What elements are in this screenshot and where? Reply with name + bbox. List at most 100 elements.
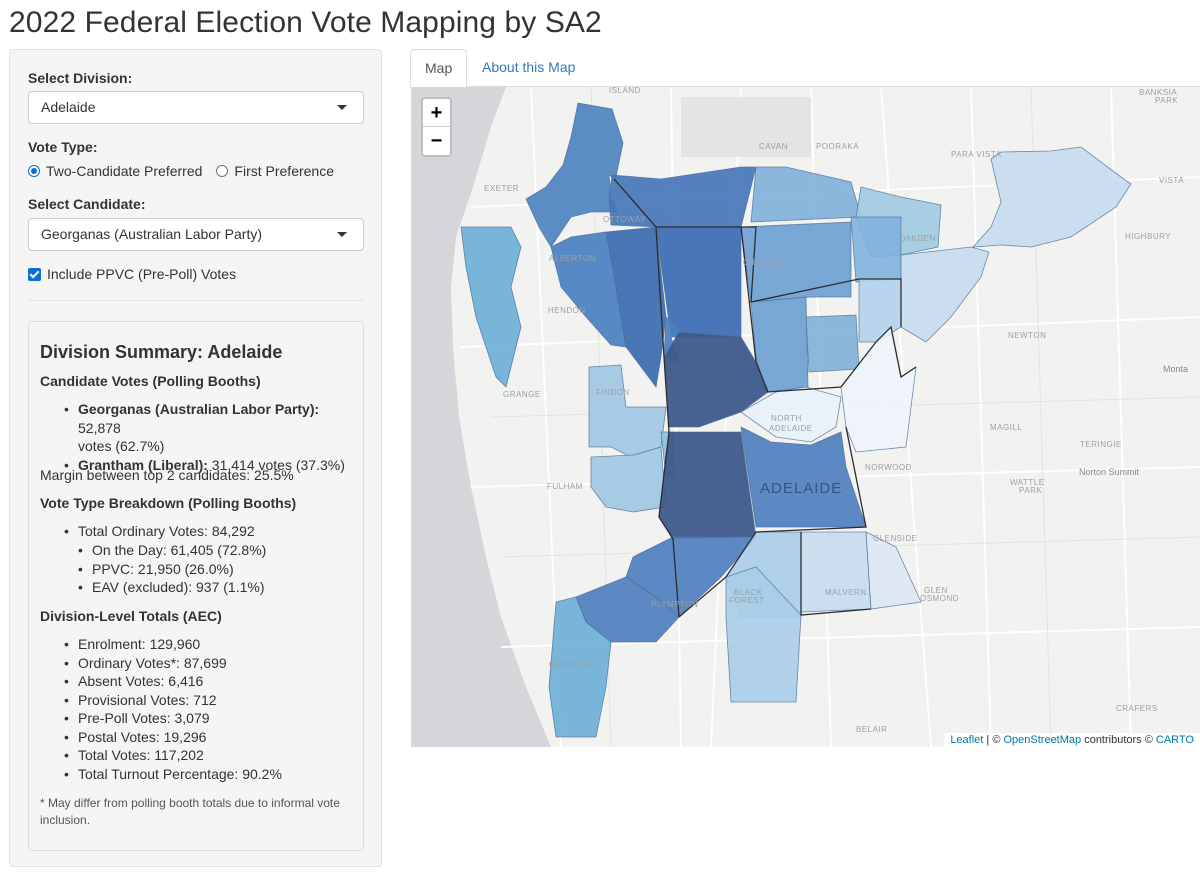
svg-text:HENDON: HENDON	[548, 306, 586, 315]
svg-text:PARK: PARK	[1155, 96, 1178, 105]
svg-text:TERINGIE: TERINGIE	[1080, 440, 1122, 449]
sa2-regions	[460, 102, 1132, 738]
candidate-select-value: Georganas (Australian Labor Party)	[41, 226, 262, 242]
svg-text:GRANGE: GRANGE	[503, 390, 541, 399]
region-adelaide-west	[658, 431, 757, 540]
region-walkerville	[858, 278, 902, 343]
vote-type-radio-group: Two-Candidate Preferred First Preference	[28, 163, 348, 179]
svg-text:GLEN: GLEN	[924, 586, 948, 595]
list-item: Absent Votes: 6,416	[64, 672, 354, 691]
svg-text:PARK: PARK	[1019, 486, 1042, 495]
svg-text:GLENELG: GLENELG	[549, 660, 590, 669]
region-semaphore	[525, 102, 624, 248]
ppvc-checkbox-label[interactable]: Include PPVC (Pre-Poll) Votes	[47, 266, 237, 282]
zoom-control: + −	[421, 97, 452, 157]
list-item: Total Votes: 117,202	[64, 746, 354, 765]
breakdown-list: Total Ordinary Votes: 84,292	[64, 522, 354, 541]
svg-text:CAVAN: CAVAN	[759, 142, 788, 151]
division-label: Select Division:	[28, 70, 133, 86]
tab-map[interactable]: Map	[410, 49, 468, 88]
industrial-area	[681, 97, 811, 157]
svg-text:OTTOWAY: OTTOWAY	[603, 215, 646, 224]
list-item: Ordinary Votes*: 87,699	[64, 654, 354, 673]
region-west-beach	[590, 446, 667, 513]
sidebar-panel: Select Division: Adelaide Vote Type: Two…	[9, 49, 382, 867]
radio-first-preference[interactable]	[216, 165, 229, 177]
list-item: Pre-Poll Votes: 3,079	[64, 709, 354, 728]
svg-text:HIGHBURY: HIGHBURY	[1125, 232, 1171, 241]
svg-text:PARA VISTA: PARA VISTA	[951, 150, 1002, 159]
svg-text:MAGILL: MAGILL	[990, 423, 1022, 432]
svg-text:BLACK: BLACK	[734, 588, 763, 597]
region-para-vista	[972, 146, 1132, 248]
svg-text:NEWTON: NEWTON	[1008, 331, 1046, 340]
region-semaphore-park	[460, 226, 522, 388]
division-totals-title: Division-Level Totals (AEC)	[40, 608, 222, 624]
region-cavan-east	[750, 166, 862, 223]
svg-text:PLYMPTON: PLYMPTON	[651, 600, 698, 609]
list-item: Postal Votes: 19,296	[64, 728, 354, 747]
division-select[interactable]: Adelaide	[28, 91, 364, 124]
svg-text:ADELAIDE: ADELAIDE	[769, 424, 813, 433]
zoom-out-button[interactable]: −	[430, 130, 443, 152]
ppvc-checkbox-row: Include PPVC (Pre-Poll) Votes	[28, 266, 236, 282]
svg-text:CRAFERS: CRAFERS	[1116, 704, 1158, 713]
chevron-down-icon	[337, 105, 347, 110]
radio-label-first-preference[interactable]: First Preference	[234, 163, 335, 179]
region-prospect-east	[805, 314, 860, 373]
breakdown-title: Vote Type Breakdown (Polling Booths)	[40, 495, 297, 511]
candidate-votes-title: Candidate Votes (Polling Booths)	[40, 373, 261, 389]
svg-text:POORAKA: POORAKA	[816, 142, 859, 151]
footnote: * May differ from polling booth totals d…	[40, 796, 340, 827]
chevron-down-icon	[337, 232, 347, 237]
leaflet-link[interactable]: Leaflet	[950, 734, 984, 746]
svg-text:MALVERN: MALVERN	[825, 588, 867, 597]
list-item: Provisional Votes: 712	[64, 691, 354, 710]
list-item: Total Ordinary Votes: 84,292	[64, 522, 354, 541]
zoom-in-button[interactable]: +	[423, 99, 450, 127]
divider	[28, 300, 364, 301]
division-border	[613, 178, 917, 618]
radio-two-candidate-preferred[interactable]	[28, 165, 40, 177]
region-prospect-west	[750, 296, 809, 393]
map-attribution: Leaflet | © OpenStreetMap contributors ©…	[944, 733, 1200, 747]
list-item: PPVC: 21,950 (26.0%)	[78, 560, 348, 579]
list-item: Grantham (Liberal): 31,414 votes (37.3%)	[64, 456, 354, 475]
svg-text:BELAIR: BELAIR	[856, 725, 887, 734]
svg-text:OSMOND: OSMOND	[920, 594, 959, 603]
division-totals-list: Enrolment: 129,960 Ordinary Votes*: 87,6…	[64, 635, 354, 783]
svg-text:NORWOOD: NORWOOD	[865, 463, 912, 472]
candidate-select[interactable]: Georganas (Australian Labor Party)	[28, 218, 364, 251]
svg-text:GILBURN: GILBURN	[743, 258, 782, 267]
tab-bar: Map About this Map	[410, 49, 1200, 88]
ppvc-checkbox[interactable]	[28, 267, 41, 281]
region-parkside	[800, 531, 872, 613]
carto-link[interactable]: CARTO	[1155, 734, 1194, 746]
region-glenside	[865, 531, 922, 610]
leaflet-map[interactable]: ISLAND CAVAN POORAKA PARA VISTA BANKSIA …	[411, 87, 1200, 747]
map-canvas: ISLAND CAVAN POORAKA PARA VISTA BANKSIA …	[411, 87, 1200, 747]
osm-link[interactable]: OpenStreetMap	[1003, 734, 1082, 746]
svg-text:ISLAND: ISLAND	[609, 87, 641, 95]
svg-text:Monta: Monta	[1163, 364, 1188, 374]
breakdown-sublist: On the Day: 61,405 (72.8%) PPVC: 21,950 …	[78, 541, 348, 597]
tab-about-this-map[interactable]: About this Map	[482, 59, 576, 75]
svg-text:ADELAIDE: ADELAIDE	[760, 480, 842, 497]
svg-text:BANKSIA: BANKSIA	[1139, 88, 1177, 97]
list-item: EAV (excluded): 937 (1.1%)	[78, 578, 348, 597]
list-item: On the Day: 61,405 (72.8%)	[78, 541, 348, 560]
page-title: 2022 Federal Election Vote Mapping by SA…	[9, 6, 602, 39]
svg-text:GLENSIDE: GLENSIDE	[873, 534, 917, 543]
radio-label-two-candidate-preferred[interactable]: Two-Candidate Preferred	[46, 163, 203, 179]
region-kilburn	[740, 221, 852, 303]
list-item: Total Turnout Percentage: 90.2%	[64, 765, 354, 784]
region-black-forest	[725, 566, 802, 703]
svg-text:WATTLE: WATTLE	[1010, 478, 1045, 487]
map-place-labels: ISLAND CAVAN POORAKA PARA VISTA BANKSIA …	[484, 87, 1188, 734]
sea-area	[411, 87, 551, 747]
svg-text:NORTH: NORTH	[771, 414, 802, 423]
svg-text:FULHAM: FULHAM	[547, 482, 583, 491]
region-north-enfield	[850, 216, 902, 283]
region-glenelg	[548, 596, 612, 738]
division-summary-panel: Division Summary: Adelaide Candidate Vot…	[28, 321, 364, 851]
